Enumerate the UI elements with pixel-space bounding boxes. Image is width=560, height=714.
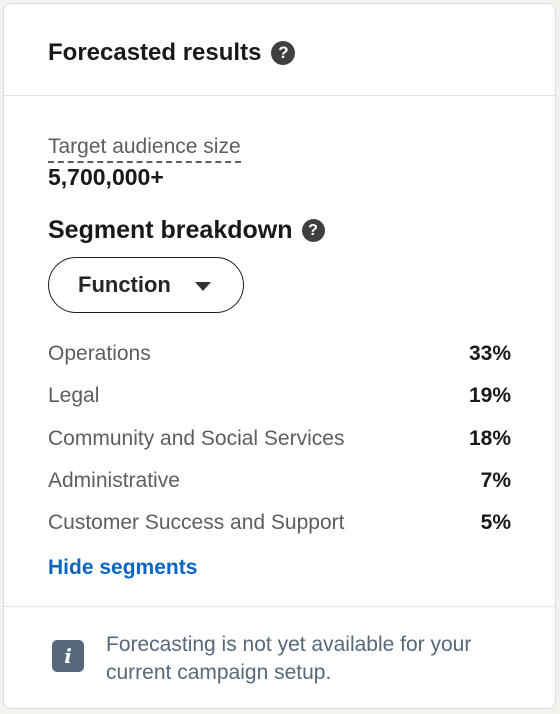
segment-row: Community and Social Services 18% — [48, 418, 511, 460]
dropdown-selected-value: Function — [78, 272, 171, 297]
segment-percentage: 5% — [480, 511, 511, 535]
help-icon[interactable]: ? — [271, 41, 296, 65]
segment-name: Customer Success and Support — [48, 511, 345, 535]
segment-breakdown-title: Segment breakdown — [48, 216, 293, 244]
forecasted-results-card: Forecasted results ? Target audience siz… — [3, 3, 556, 709]
segment-breakdown-header: Segment breakdown ? — [48, 215, 511, 245]
target-audience-value: 5,700,000+ — [48, 164, 164, 190]
hide-segments-link[interactable]: Hide segments — [48, 556, 198, 580]
segment-name: Legal — [48, 384, 100, 408]
segment-row: Operations 33% — [48, 333, 511, 375]
segment-percentage: 18% — [468, 426, 511, 450]
segment-percentage: 33% — [468, 342, 511, 366]
segment-list: Operations 33% Legal 19% Community and S… — [48, 333, 511, 544]
segment-name: Operations — [48, 342, 151, 366]
segment-name: Administrative — [48, 469, 180, 493]
segment-function-dropdown[interactable]: Function — [48, 257, 244, 313]
forecast-notice-text: Forecasting is not yet available for you… — [106, 633, 472, 684]
segment-name: Community and Social Services — [48, 426, 345, 450]
target-audience-label[interactable]: Target audience size — [48, 134, 241, 163]
segment-percentage: 7% — [480, 469, 511, 493]
card-header: Forecasted results ? — [4, 4, 555, 96]
segment-row: Customer Success and Support 5% — [48, 502, 511, 544]
forecast-notice: i Forecasting is not yet available for y… — [4, 606, 555, 687]
card-title: Forecasted results — [48, 39, 262, 66]
card-body: Target audience size 5,700,000+ Segment … — [4, 96, 555, 580]
info-icon: i — [52, 640, 84, 672]
segment-help-icon[interactable]: ? — [301, 219, 325, 242]
segment-row: Administrative 7% — [48, 460, 511, 502]
segment-percentage: 19% — [468, 384, 511, 408]
caret-down-icon — [194, 281, 211, 291]
segment-row: Legal 19% — [48, 375, 511, 417]
